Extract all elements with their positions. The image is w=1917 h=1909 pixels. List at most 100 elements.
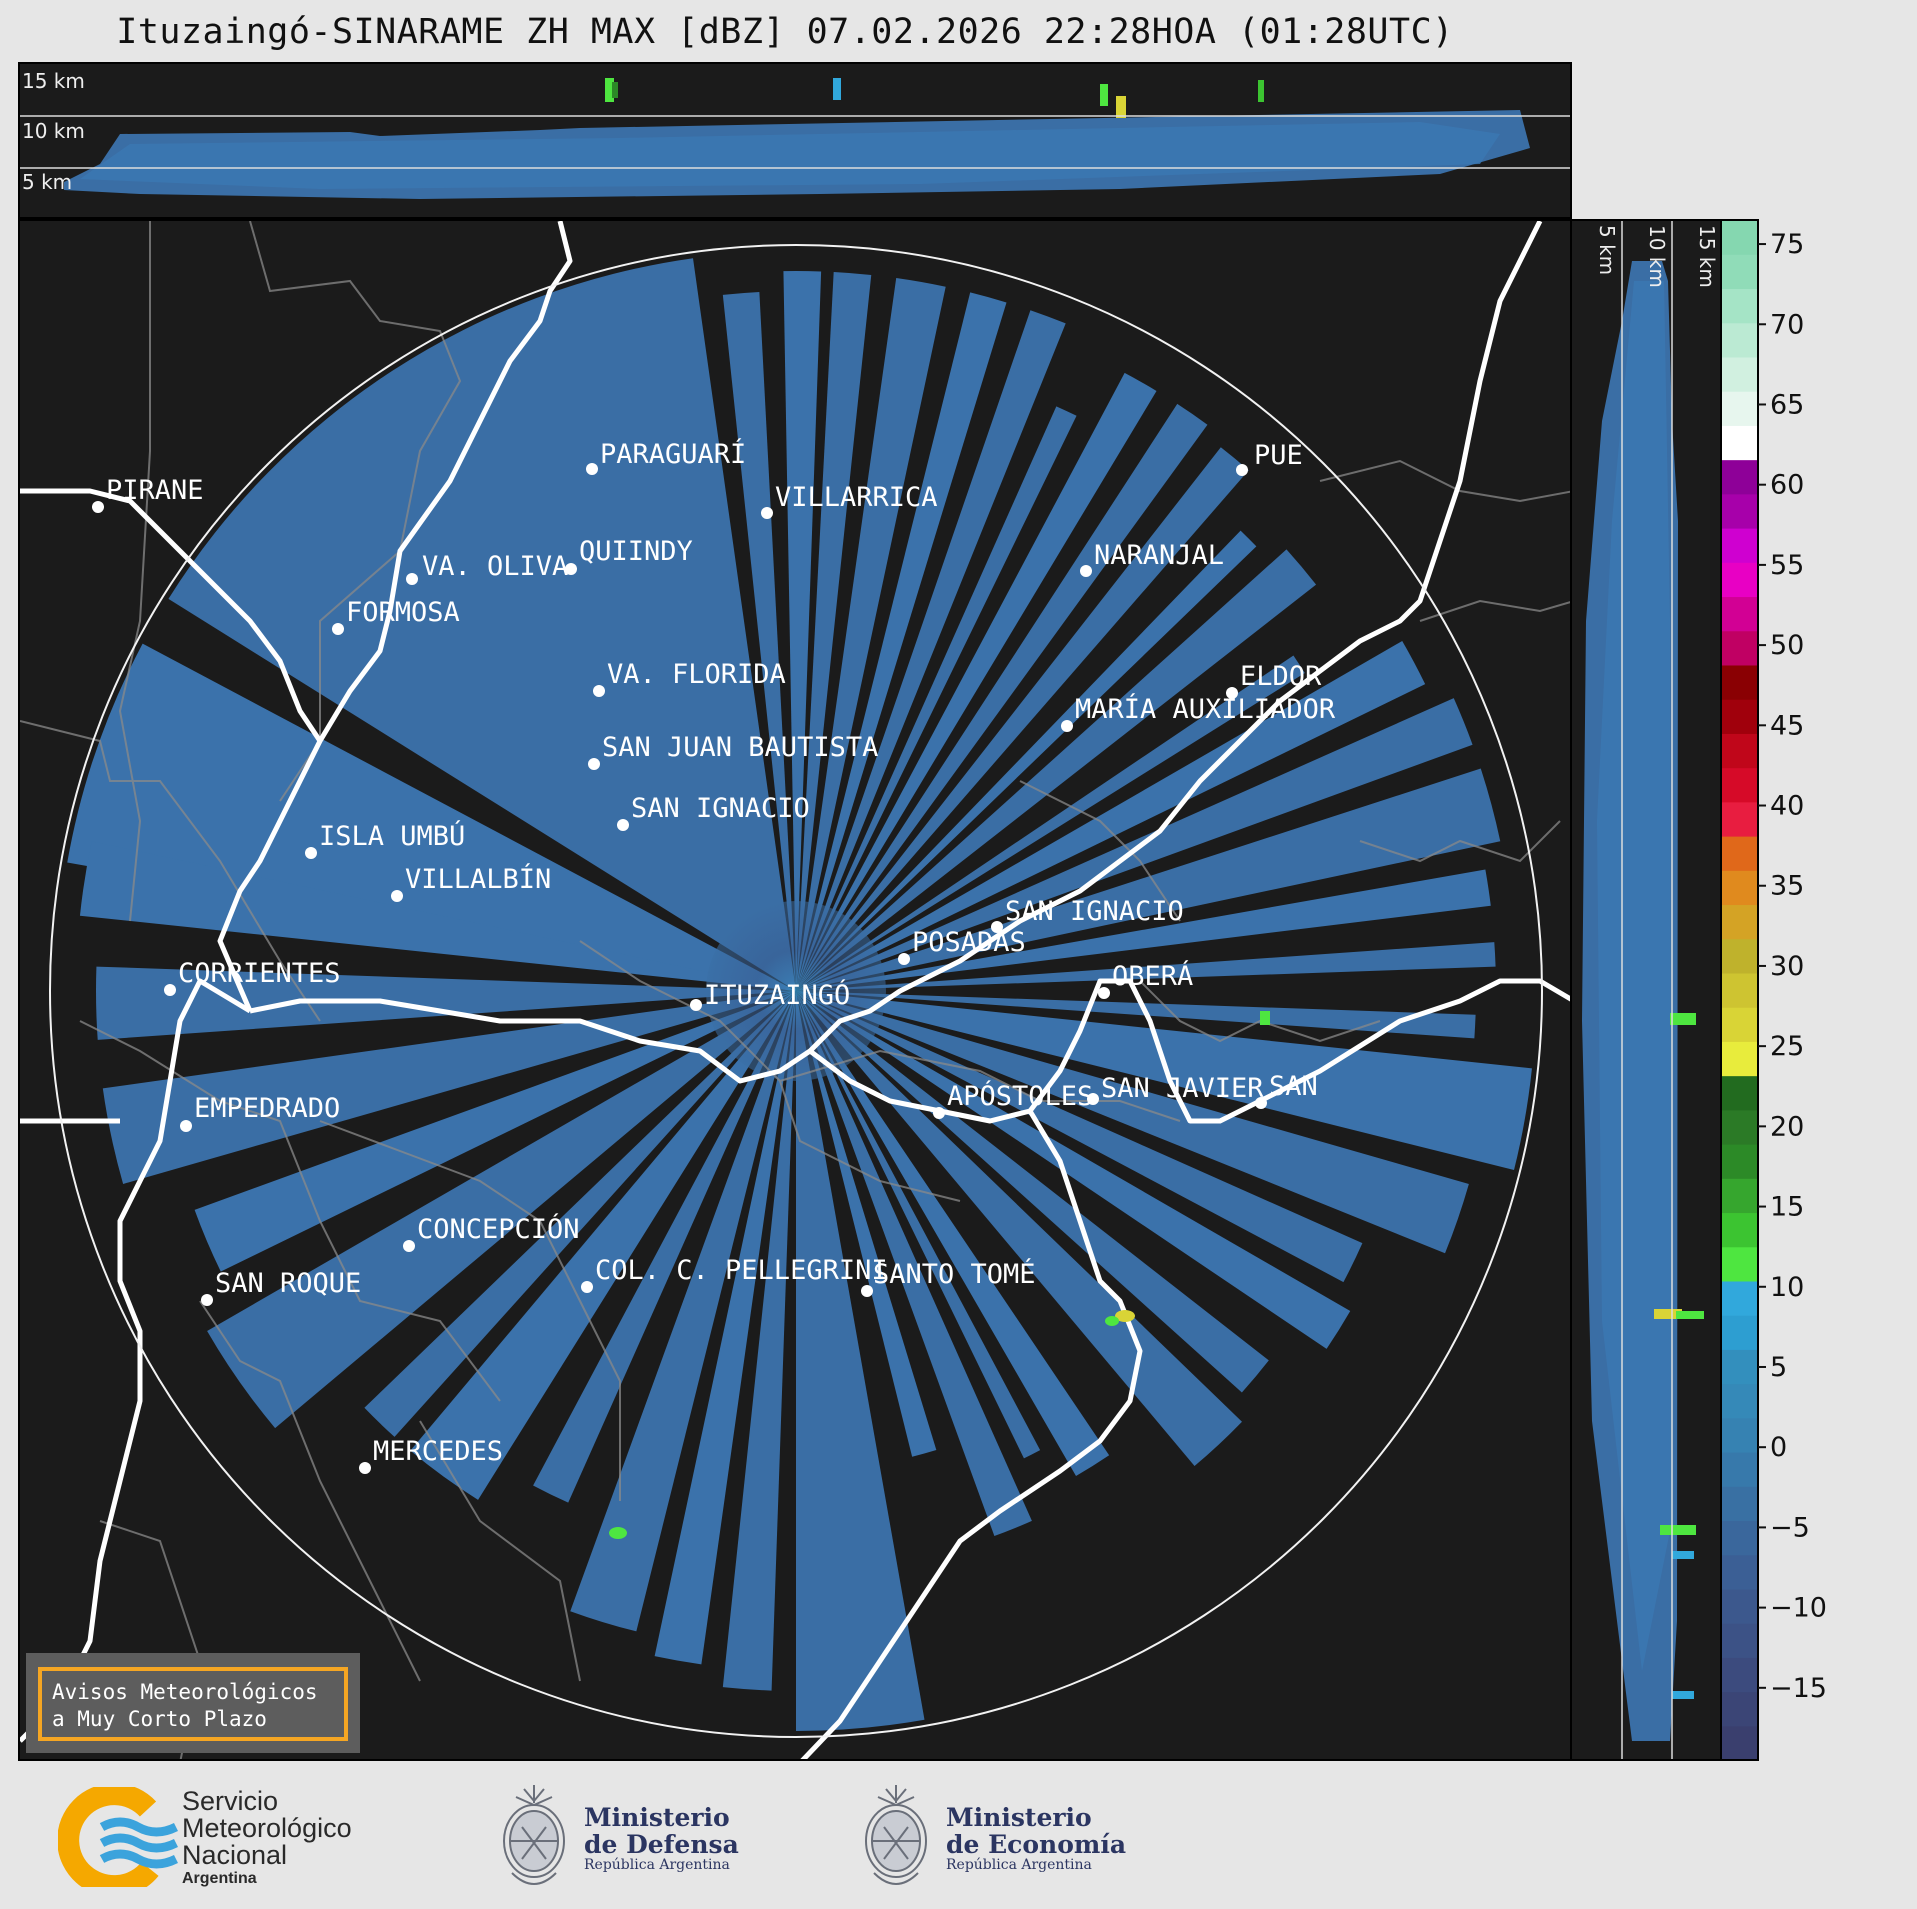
radar-sector: [796, 655, 1305, 991]
colorbar-band: [1721, 1280, 1758, 1316]
colorbar-band: [1721, 1178, 1758, 1214]
place-label: PARAGUARÍ: [600, 438, 746, 470]
place-marker: [201, 1294, 213, 1306]
radar-sector: [796, 768, 1501, 991]
colorbar-band: [1721, 425, 1758, 461]
place-marker: [403, 1240, 415, 1252]
place-label: PIRANE: [106, 475, 204, 506]
place-label: SAN IGNACIO: [1005, 896, 1184, 927]
range-ring: [49, 244, 1543, 1738]
place-label: NARANJAL: [1094, 540, 1224, 571]
right-echo-cell: [1670, 1013, 1696, 1025]
top-echo-cell: [833, 78, 841, 100]
radar-sector: [722, 991, 796, 1691]
defensa-line2: de Defensa: [584, 1829, 739, 1859]
colorbar-tick-label: 30: [1770, 951, 1804, 982]
radar-sector: [796, 447, 1249, 991]
colorbar-band: [1721, 1315, 1758, 1350]
colorbar-frame: [1720, 219, 1759, 1761]
place-label: FORMOSA: [346, 597, 460, 628]
colorbar-band: [1721, 1554, 1758, 1590]
place-marker: [861, 1285, 873, 1297]
argentina-coat-of-arms-icon: [503, 1785, 565, 1885]
colorbar-band: [1721, 972, 1758, 1008]
place-label: VA. FLORIDA: [607, 659, 786, 690]
smn-logo[interactable]: Servicio Meteorológico Nacional Argentin…: [58, 1787, 352, 1887]
colorbar-band: [1721, 767, 1758, 803]
colorbar-tick-label: 35: [1770, 871, 1804, 902]
radar-sector: [410, 991, 796, 1500]
colorbar-band: [1721, 938, 1758, 974]
radar-sector: [796, 991, 1242, 1466]
defensa-line1: Ministerio: [584, 1803, 730, 1833]
place-label: COL. C. PELLEGRINI: [595, 1255, 888, 1286]
colorbar-band: [1721, 904, 1758, 940]
smn-line1: Servicio: [182, 1785, 279, 1816]
smn-line4: Argentina: [182, 1869, 257, 1887]
radar-sector: [796, 942, 1496, 991]
radar-sector: [796, 991, 1476, 1039]
place-marker: [391, 890, 403, 902]
colorbar-band: [1721, 1486, 1758, 1522]
page-title: Ituzaingó-SINARAME ZH MAX [dBZ] 07.02.20…: [116, 12, 1454, 52]
place-marker: [332, 623, 344, 635]
place-marker: [1087, 1093, 1099, 1105]
colorbar-band: [1721, 562, 1758, 598]
economia-line3: República Argentina: [946, 1856, 1092, 1873]
radar-sector: [796, 991, 937, 1457]
place-label: PUE: [1254, 440, 1303, 471]
colorbar-tick-label: 0: [1770, 1432, 1787, 1463]
radar-sector: [796, 991, 1032, 1537]
top-height-label-10: 10 km: [22, 119, 85, 143]
radar-sector: [796, 991, 1351, 1349]
colorbar-band: [1721, 1075, 1758, 1111]
colorbar-band: [1721, 528, 1758, 563]
colorbar-band: [1721, 1246, 1758, 1282]
radar-center-glow: [706, 901, 886, 1081]
place-marker: [1255, 1097, 1267, 1109]
top-height-panel: 15 km 10 km 5 km: [18, 62, 1572, 219]
radar-sector: [796, 991, 1532, 1171]
colorbar-band: [1721, 1383, 1758, 1419]
right-profile-svg: 5 km 10 km 15 km: [1582, 221, 1719, 1759]
colorbar-tick-label: 60: [1770, 470, 1804, 501]
colorbar-band: [1721, 1007, 1758, 1042]
warning-box[interactable]: Avisos Meteorológicos a Muy Corto Plazo: [26, 1653, 360, 1753]
colorbar-tick-label: 5: [1770, 1352, 1787, 1383]
colorbar-band: [1721, 733, 1758, 769]
radar-sector: [168, 258, 797, 991]
place-marker: [92, 501, 104, 513]
economia-line1: Ministerio: [946, 1803, 1092, 1833]
radar-sector: [194, 991, 796, 1272]
place-label: SAN JUAN BAUTISTA: [602, 732, 878, 763]
place-label: CONCEPCIÓN: [417, 1213, 580, 1245]
defensa-logo[interactable]: Ministerio de Defensa República Argentin…: [494, 1777, 739, 1901]
top-echo-cell: [605, 78, 614, 102]
place-marker: [565, 563, 577, 575]
radar-sector: [796, 869, 1491, 991]
place-label: MARÍA AUXILIADOR: [1075, 693, 1336, 725]
colorbar-band: [1721, 1520, 1758, 1556]
colorbar-tick-label: 45: [1770, 710, 1804, 741]
radar-sector: [796, 549, 1317, 991]
warning-box-line2: a Muy Corto Plazo: [52, 1707, 267, 1731]
radar-sector: [79, 841, 797, 991]
radar-sector: [796, 271, 872, 992]
colorbar-band: [1721, 1212, 1758, 1248]
colorbar-tick-label: 75: [1770, 229, 1804, 260]
colorbar-band: [1721, 1417, 1758, 1453]
colorbar-band: [1721, 322, 1758, 358]
colorbar-band: [1721, 254, 1758, 290]
warning-box-frame: [38, 1667, 348, 1741]
economia-logo[interactable]: Ministerio de Economía República Argenti…: [856, 1777, 1126, 1901]
right-echo-cell: [1676, 1311, 1704, 1319]
radar-sector: [796, 991, 1363, 1283]
echo-cell: [1105, 1316, 1119, 1326]
radar-sector: [796, 991, 1110, 1476]
colorbar-band: [1721, 1588, 1758, 1624]
colorbar-tick-label: 55: [1770, 550, 1804, 581]
place-label: SAN: [1269, 1071, 1318, 1102]
place-labels: PIRANE PARAGUARÍ VILLARRICA QUIINDY VA. OLIV…: [92, 438, 1336, 1474]
radar-echo-layer: [67, 258, 1532, 1731]
top-echo-cell: [1116, 96, 1126, 118]
